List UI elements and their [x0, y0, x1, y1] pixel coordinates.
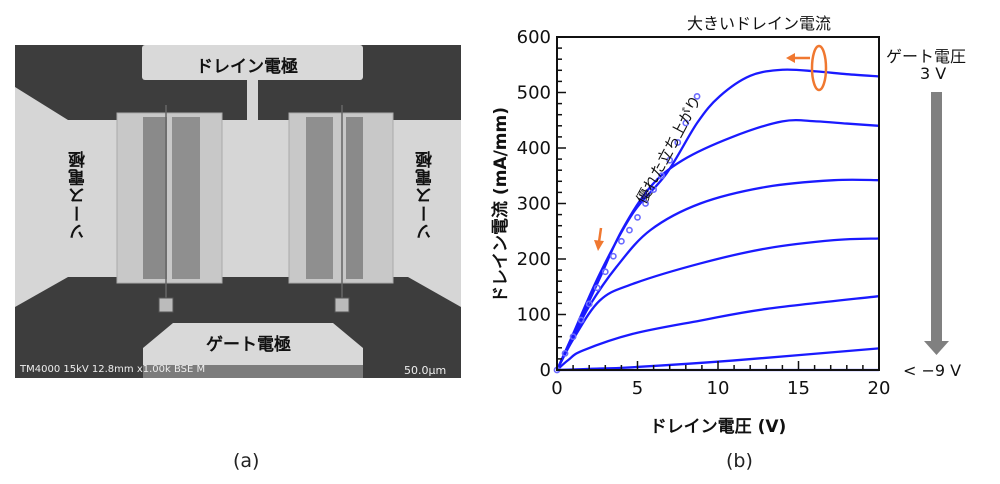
gate-electrode-label: ゲート電極: [206, 335, 291, 355]
marker-point: [609, 252, 617, 260]
x-tick-label: 10: [707, 378, 730, 399]
rotate-left-arrow-icon: [786, 44, 828, 92]
steep-rise-annotation: 優れた立ち上がり: [633, 92, 705, 206]
marker-point: [658, 172, 666, 180]
marker-point: [682, 119, 690, 127]
x-tick-label: 15: [787, 378, 810, 399]
marker-point: [674, 139, 682, 146]
iv-curve-5: [556, 295, 880, 371]
sem-image: [15, 45, 461, 378]
x-tick-label: 0: [551, 378, 562, 399]
scale-bar-label: 50.0µm: [404, 364, 447, 377]
y-tick-label: 400: [517, 138, 551, 159]
x-tick-label: 20: [868, 378, 891, 399]
x-axis-label: ドレイン電圧 (V): [650, 417, 787, 437]
x-tick-label: 5: [632, 378, 643, 399]
marker-point: [601, 268, 609, 276]
marker-point: [642, 200, 649, 207]
y-tick-label: 0: [540, 360, 551, 381]
marker-point: [626, 226, 633, 234]
y-tick-label: 600: [517, 27, 551, 48]
marker-point: [569, 333, 577, 341]
iv-curve-4: [555, 237, 880, 371]
iv-curve-2: [555, 118, 880, 371]
gate-sweep-arrow-icon: [924, 92, 949, 355]
iv-curve-3: [555, 178, 880, 371]
sem-info-text: TM4000 15kV 12.8mm x1.00k BSE M: [20, 364, 206, 375]
gate-voltage-top: 3 V: [920, 64, 947, 83]
channel-right: [288, 105, 394, 313]
y-tick-label: 200: [517, 249, 551, 270]
down-arrow-icon: [594, 227, 604, 251]
y-tick-label: 100: [517, 305, 551, 326]
y-axis-label: ドレイン電流 (mA/mm): [490, 107, 511, 303]
large-current-annotation: 大きいドレイン電流: [687, 14, 832, 33]
caption-b: (b): [726, 450, 753, 472]
marker-point: [585, 300, 593, 308]
marker-point: [634, 213, 641, 221]
drain-electrode-label: ドレイン電極: [196, 57, 298, 77]
gate-voltage-title: ゲート電圧: [886, 47, 967, 66]
marker-point: [693, 92, 701, 100]
marker-point: [593, 284, 601, 292]
gate-voltage-bottom: < −9 V: [903, 361, 962, 380]
y-tick-label: 500: [517, 83, 551, 104]
gate-pad: [143, 323, 363, 378]
plot-frame: [556, 36, 880, 371]
iv-curve-1: [555, 68, 880, 371]
drain-pad: [142, 45, 363, 80]
marker-point: [577, 316, 585, 324]
marker-point: [561, 349, 569, 357]
y-tick-label: 300: [517, 194, 551, 215]
marker-point: [618, 237, 625, 245]
sem-info-bar: [15, 365, 461, 378]
marker-point: [666, 156, 674, 164]
channel-left: [116, 105, 223, 313]
caption-a: (a): [233, 450, 260, 472]
marker-point: [650, 186, 657, 194]
